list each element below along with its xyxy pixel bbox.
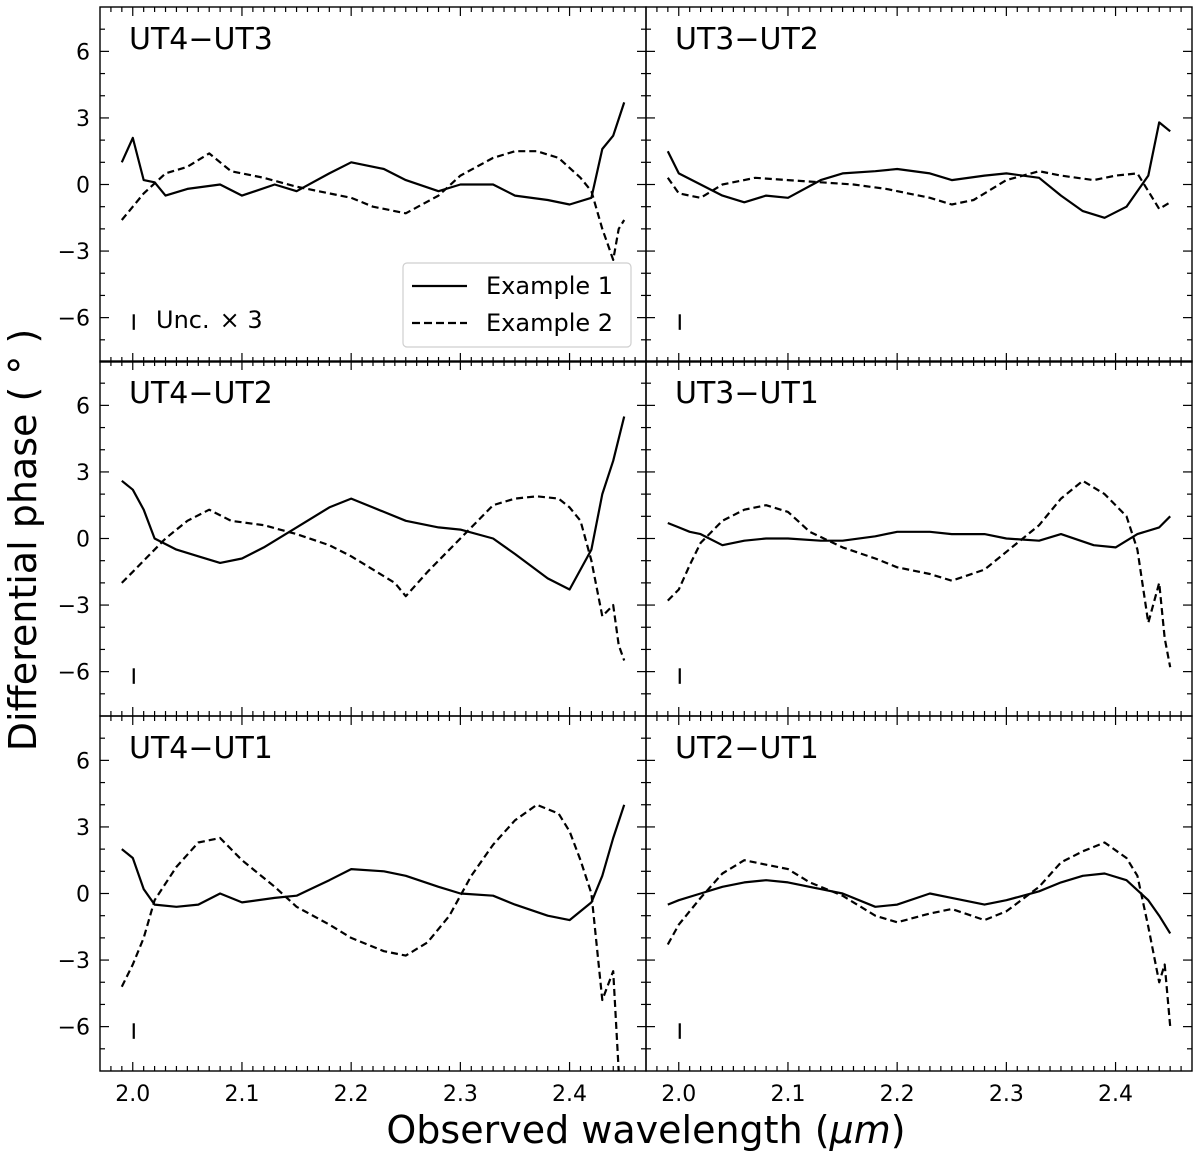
panels: 6 3 0 −3 −6 UT4−UT3 UT3−UT2 6 3 0 −3 −6 UT4−UT2 UT3−U… (58, 6, 1193, 1107)
y-tick-label: 3 (76, 461, 90, 486)
panel-frame (645, 6, 1193, 363)
series-example-2-line (666, 170, 1171, 210)
x-tick-label: 2.3 (443, 1082, 478, 1107)
legend: Example 1 Example 2 (402, 262, 632, 348)
x-tick-label: 2.1 (224, 1082, 259, 1107)
uncertainty-note-prefix: Unc. (156, 306, 210, 334)
x-tick-label: 2.2 (880, 1082, 915, 1107)
panel-ut3-ut1: UT3−UT1 (645, 360, 1193, 717)
x-axis-label-main: Observed wavelength ( (386, 1108, 829, 1152)
uncertainty-note: Unc. × 3 (156, 306, 263, 334)
panel-series-group (120, 803, 626, 1071)
series-example-1-line (667, 515, 1171, 549)
x-axis-label: Observed wavelength (μm) (386, 1108, 905, 1152)
series-example-2-line (120, 150, 626, 261)
x-tick-label: 2.4 (1098, 1082, 1133, 1107)
panel-frame (99, 715, 647, 1072)
series-example-1-line (121, 416, 626, 591)
x-axis-label-unit: μm (829, 1108, 891, 1152)
y-tick-label: −3 (58, 949, 90, 974)
panel-ut4-ut2: 6 3 0 −3 −6 UT4−UT2 (58, 360, 647, 717)
panel-frame (99, 360, 647, 717)
series-example-2-line (667, 479, 1172, 668)
panel-title: UT4−UT2 (129, 376, 273, 411)
series-example-1-line (120, 102, 626, 206)
panel-frame (645, 360, 1193, 717)
y-tick-label: 3 (76, 107, 90, 132)
panel-series-group (666, 841, 1172, 1027)
panel-ut3-ut2: UT3−UT2 (645, 6, 1193, 363)
y-tick-label: 0 (76, 174, 90, 199)
uncertainty-note-mult: × 3 (220, 306, 263, 334)
x-tick-label: 2.0 (661, 1082, 696, 1107)
x-tick-label: 2.2 (334, 1082, 369, 1107)
x-tick-label: 2.0 (115, 1082, 150, 1107)
series-example-1-line (121, 804, 626, 922)
panel-title: UT4−UT3 (129, 22, 273, 57)
x-tick-label: 2.3 (989, 1082, 1024, 1107)
series-example-1-line (667, 872, 1172, 934)
y-tick-label: 6 (76, 394, 90, 419)
y-tick-label: 0 (76, 883, 90, 908)
y-tick-label: −3 (58, 240, 90, 265)
series-example-2-line (666, 841, 1172, 1027)
legend-label-example-2: Example 2 (486, 309, 613, 337)
panel-title: UT3−UT1 (675, 376, 819, 411)
series-example-2-line (120, 803, 620, 1071)
panel-ut4-ut3: 6 3 0 −3 −6 UT4−UT3 (58, 6, 647, 363)
panel-title: UT3−UT2 (675, 22, 819, 57)
y-tick-label: 6 (76, 40, 90, 65)
series-example-1-line (666, 121, 1171, 219)
y-tick-label: 0 (76, 528, 90, 553)
panel-series-group (121, 416, 626, 661)
series-example-2-line (121, 495, 626, 661)
panel-ut4-ut1: 6 3 0 −3 −6 2.0 2.1 2.2 2.3 2.4 UT4−UT1 (58, 715, 647, 1107)
legend-label-example-1: Example 1 (486, 272, 613, 300)
x-tick-label: 2.1 (770, 1082, 805, 1107)
overlay: Differential phase ( ° ) Observed wavele… (1, 262, 906, 1152)
y-axis-label: Differential phase ( ° ) (1, 329, 45, 752)
y-tick-label: −6 (58, 1016, 90, 1041)
x-axis-label-close: ) (891, 1108, 906, 1152)
panel-frame (645, 715, 1193, 1072)
panel-ut2-ut1: 2.0 2.1 2.2 2.3 2.4 UT2−UT1 (645, 715, 1193, 1107)
panel-series-group (666, 121, 1171, 219)
y-tick-label: 6 (76, 749, 90, 774)
y-tick-label: 3 (76, 816, 90, 841)
panel-title: UT4−UT1 (129, 731, 273, 766)
panel-title: UT2−UT1 (675, 731, 819, 766)
panel-series-group (120, 102, 626, 261)
panel-series-group (667, 479, 1172, 668)
legend-box (402, 262, 632, 348)
x-tick-label: 2.4 (552, 1082, 587, 1107)
y-tick-label: −3 (58, 594, 90, 619)
y-tick-label: −6 (58, 307, 90, 332)
y-tick-label: −6 (58, 661, 90, 686)
